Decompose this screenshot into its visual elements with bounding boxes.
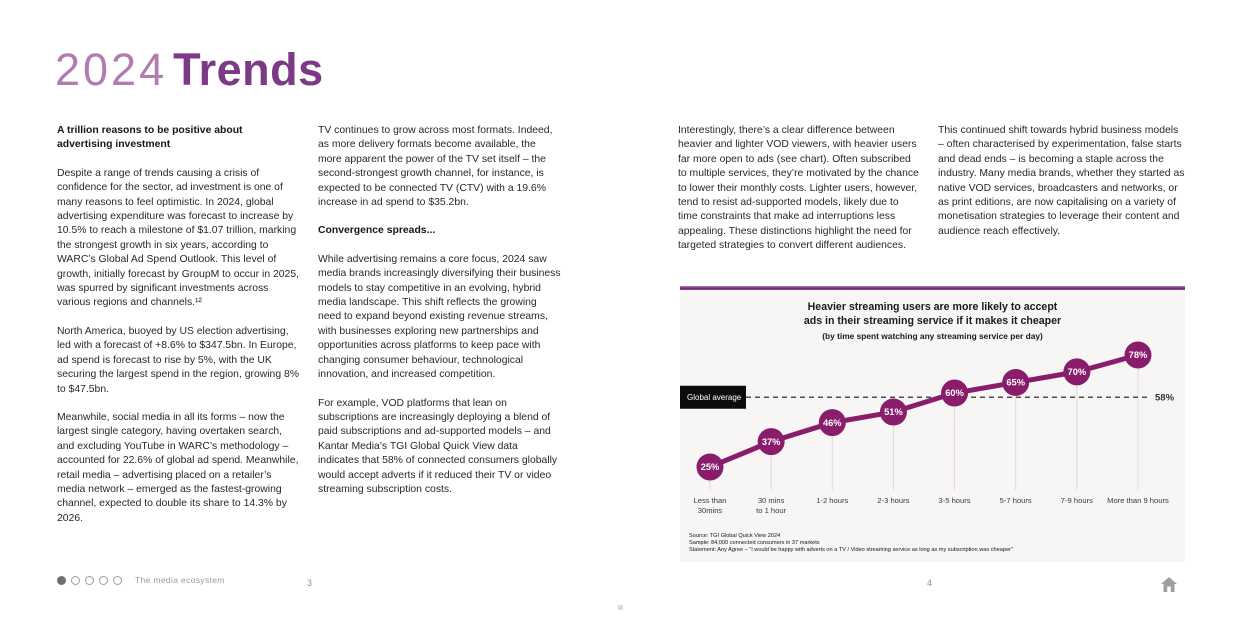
paragraph: While advertising remains a core focus, … <box>318 253 561 381</box>
data-point <box>941 379 969 407</box>
paragraph: Interestingly, there’s a clear differenc… <box>678 125 919 252</box>
x-axis-label: 5-7 hours <box>999 496 1032 505</box>
column-ad-investment: A trillion reasons to be positive about … <box>57 124 300 540</box>
x-axis-label: 2-3 hours <box>877 496 910 505</box>
page-indicator-dots[interactable] <box>57 575 127 585</box>
column-hybrid-models: This continued shift towards hybrid busi… <box>938 124 1186 253</box>
page-dot[interactable] <box>57 575 66 585</box>
chart-source-line: Sample: 84,000 connected consumers in 37… <box>689 540 820 547</box>
page-number-left: 3 <box>307 578 313 588</box>
data-point-label: 51% <box>884 407 903 417</box>
data-point <box>757 428 785 456</box>
chart-source-line: Statement: Any Agree – “I would be happy… <box>689 547 1013 554</box>
global-average-label: Global average <box>687 393 742 402</box>
page-dot[interactable] <box>71 575 80 585</box>
paragraph: For example, VOD platforms that lean on … <box>318 397 558 495</box>
data-point <box>818 409 846 437</box>
home-icon[interactable] <box>1160 576 1178 593</box>
paragraph: This continued shift towards hybrid busi… <box>938 125 1185 237</box>
global-average-value: 58% <box>1155 393 1175 404</box>
data-point-label: 65% <box>1006 378 1025 388</box>
x-axis-label: Less than 30mins <box>693 496 727 515</box>
chart-accent-bar <box>680 286 1185 290</box>
column-tv-convergence: TV continues to grow across most formats… <box>318 124 561 511</box>
column-vod-viewers: Interestingly, there’s a clear differenc… <box>678 124 921 268</box>
page-number-right: 4 <box>927 578 933 588</box>
data-point <box>696 453 724 481</box>
paragraph: Despite a range of trends causing a cris… <box>57 167 299 309</box>
data-point <box>1063 358 1091 386</box>
page-dot[interactable] <box>85 575 94 585</box>
x-axis-label: 7-9 hours <box>1060 496 1093 505</box>
footer-section-label: The media ecosystem <box>135 575 225 585</box>
data-point-label: 78% <box>1129 350 1148 360</box>
data-point <box>1002 368 1030 396</box>
section-heading-trillion-reasons: A trillion reasons to be positive about … <box>57 125 243 151</box>
data-point-label: 60% <box>945 388 964 398</box>
page-dot[interactable] <box>113 575 122 585</box>
page-dot[interactable] <box>99 575 108 585</box>
data-point-label: 46% <box>823 418 842 428</box>
data-point-label: 70% <box>1068 367 1087 377</box>
section-heading-convergence: Convergence spreads... <box>318 225 436 237</box>
paragraph: North America, buoyed by US election adv… <box>57 325 300 395</box>
chart-title: Heavier streaming users are more likely … <box>803 301 1062 327</box>
x-axis-label: 1-2 hours <box>816 496 849 505</box>
x-axis-label: More than 9 hours <box>1107 496 1169 505</box>
footer-pagination: The media ecosystem <box>57 575 225 585</box>
chart-source-line: Source: TGI Global Quick View 2024 <box>689 533 781 539</box>
page-title: 2024 Trends <box>55 46 324 94</box>
data-point <box>1124 341 1152 369</box>
data-point <box>879 398 907 426</box>
chart-plot-svg: Global average 58% 25% 37% 46% 51% 60% 65% 70% 78… <box>680 341 1175 490</box>
streaming-chart-panel: Heavier streaming users are more likely … <box>680 286 1185 562</box>
x-axis-label: 3-5 hours <box>938 496 971 505</box>
chart-subtitle: (by time spent watching any streaming se… <box>822 331 1043 341</box>
global-average-box <box>680 385 746 409</box>
title-word: Trends <box>173 44 324 95</box>
data-point-label: 37% <box>762 437 781 447</box>
data-point-label: 25% <box>701 462 720 472</box>
chart-source-note: Source: TGI Global Quick View 2024 Sampl… <box>689 533 1013 555</box>
title-year: 2024 <box>55 44 168 95</box>
paragraph: TV continues to grow across most formats… <box>318 125 553 209</box>
x-axis-label: 30 mins to 1 hour <box>756 496 787 515</box>
spread-center-mark <box>618 605 623 610</box>
paragraph: Meanwhile, social media in all its forms… <box>57 411 299 524</box>
